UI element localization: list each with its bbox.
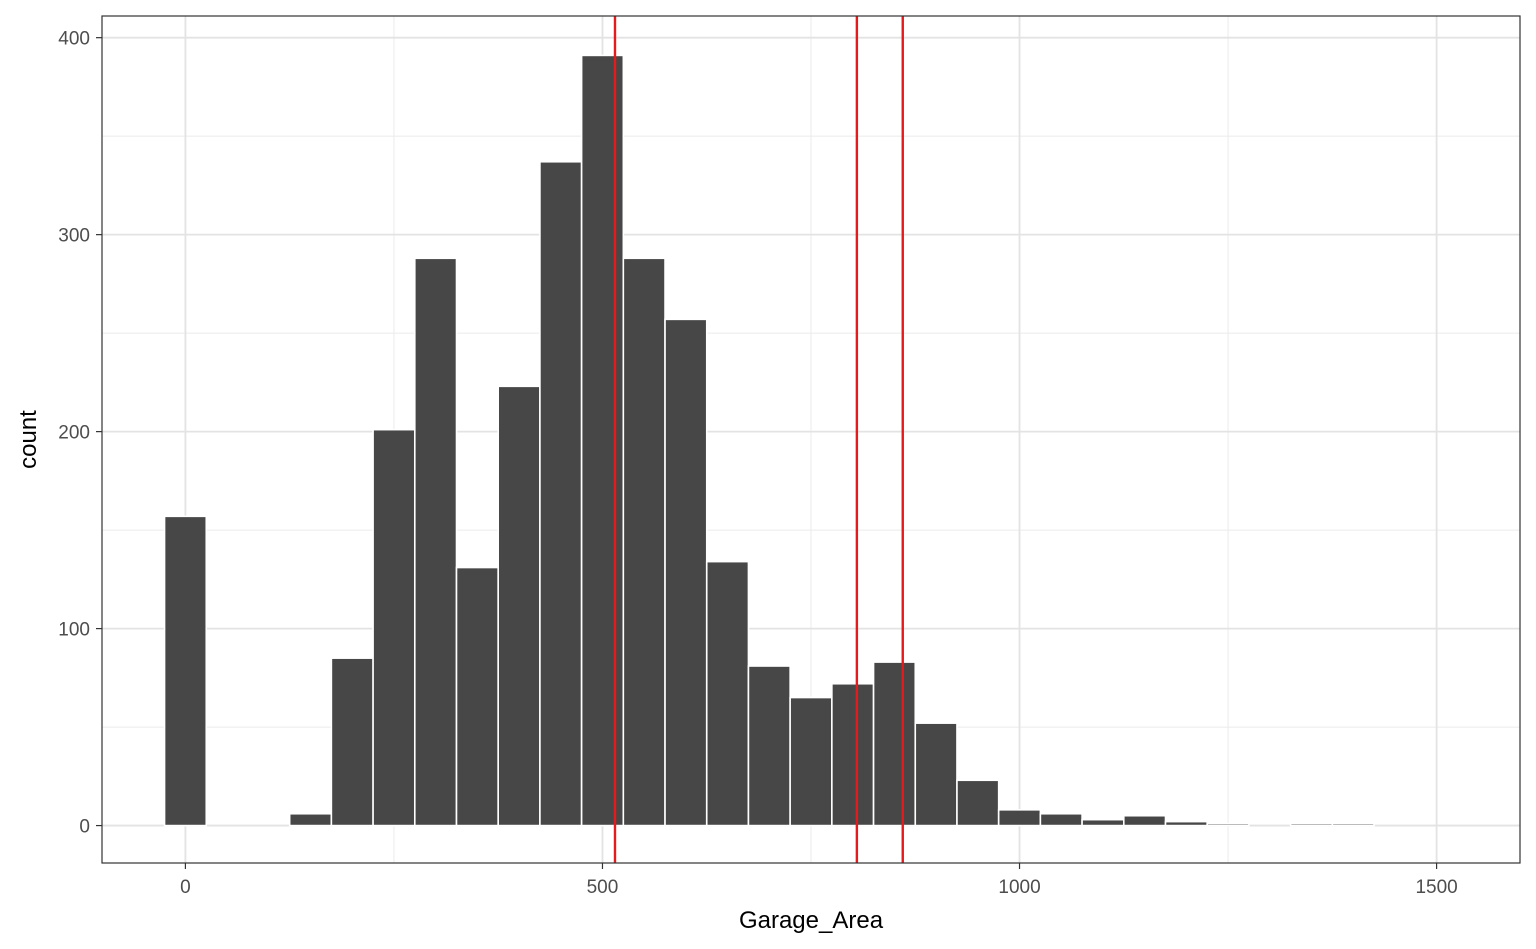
y-tick-label: 100 bbox=[58, 620, 90, 641]
histogram-bar bbox=[831, 682, 875, 827]
histogram-bar bbox=[997, 809, 1042, 827]
histogram-bar bbox=[872, 661, 917, 827]
reference-lines bbox=[613, 16, 904, 863]
histogram-bar bbox=[1164, 820, 1209, 827]
x-tick-label: 1500 bbox=[1415, 877, 1457, 898]
histogram-bar bbox=[580, 54, 625, 827]
histogram-bar bbox=[705, 560, 750, 827]
x-axis-title: Garage_Area bbox=[739, 907, 884, 934]
x-tick-label: 1000 bbox=[998, 877, 1040, 898]
histogram-bar bbox=[1081, 818, 1125, 827]
y-tick-label: 300 bbox=[58, 226, 90, 247]
histogram-bar bbox=[1039, 812, 1083, 827]
histogram-bar bbox=[330, 657, 374, 827]
panel-border bbox=[101, 15, 1521, 864]
y-tick-label: 200 bbox=[58, 423, 90, 444]
histogram-bar bbox=[1206, 822, 1250, 827]
histogram-bar bbox=[455, 566, 500, 827]
histogram-bar bbox=[413, 257, 458, 827]
histogram-bar bbox=[372, 428, 416, 827]
histogram-bar bbox=[1122, 814, 1167, 827]
x-tick-label: 500 bbox=[587, 877, 619, 898]
histogram-bar bbox=[914, 722, 958, 827]
tick-labels: 0 500 1000 1500 0 100 200 300 400 bbox=[58, 29, 1457, 898]
histogram-bar bbox=[539, 160, 583, 827]
histogram-bar bbox=[1331, 822, 1375, 827]
histogram-bar bbox=[956, 779, 1000, 827]
y-tick-label: 0 bbox=[79, 817, 90, 838]
histogram-bar bbox=[622, 257, 666, 827]
x-tick-label: 0 bbox=[180, 877, 191, 898]
histogram-bar bbox=[789, 696, 833, 827]
histogram-bars bbox=[163, 54, 1375, 827]
histogram-bar bbox=[1289, 822, 1334, 827]
histogram-bar bbox=[163, 515, 208, 827]
histogram-bar bbox=[664, 318, 708, 827]
histogram-bar bbox=[288, 812, 333, 827]
y-tick-label: 400 bbox=[58, 29, 90, 50]
y-axis-title: count bbox=[15, 410, 42, 469]
histogram-bar bbox=[747, 665, 791, 827]
axis-ticks bbox=[96, 37, 1438, 869]
histogram-bar bbox=[497, 385, 541, 827]
